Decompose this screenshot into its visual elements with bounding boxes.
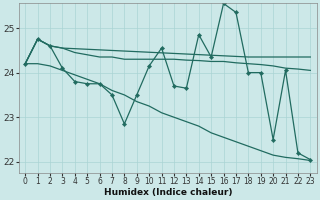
X-axis label: Humidex (Indice chaleur): Humidex (Indice chaleur)	[104, 188, 232, 197]
